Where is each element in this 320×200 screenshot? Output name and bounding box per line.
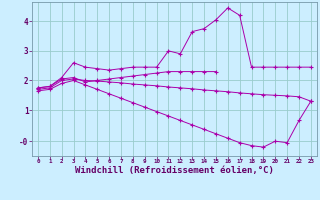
X-axis label: Windchill (Refroidissement éolien,°C): Windchill (Refroidissement éolien,°C) [75,166,274,175]
